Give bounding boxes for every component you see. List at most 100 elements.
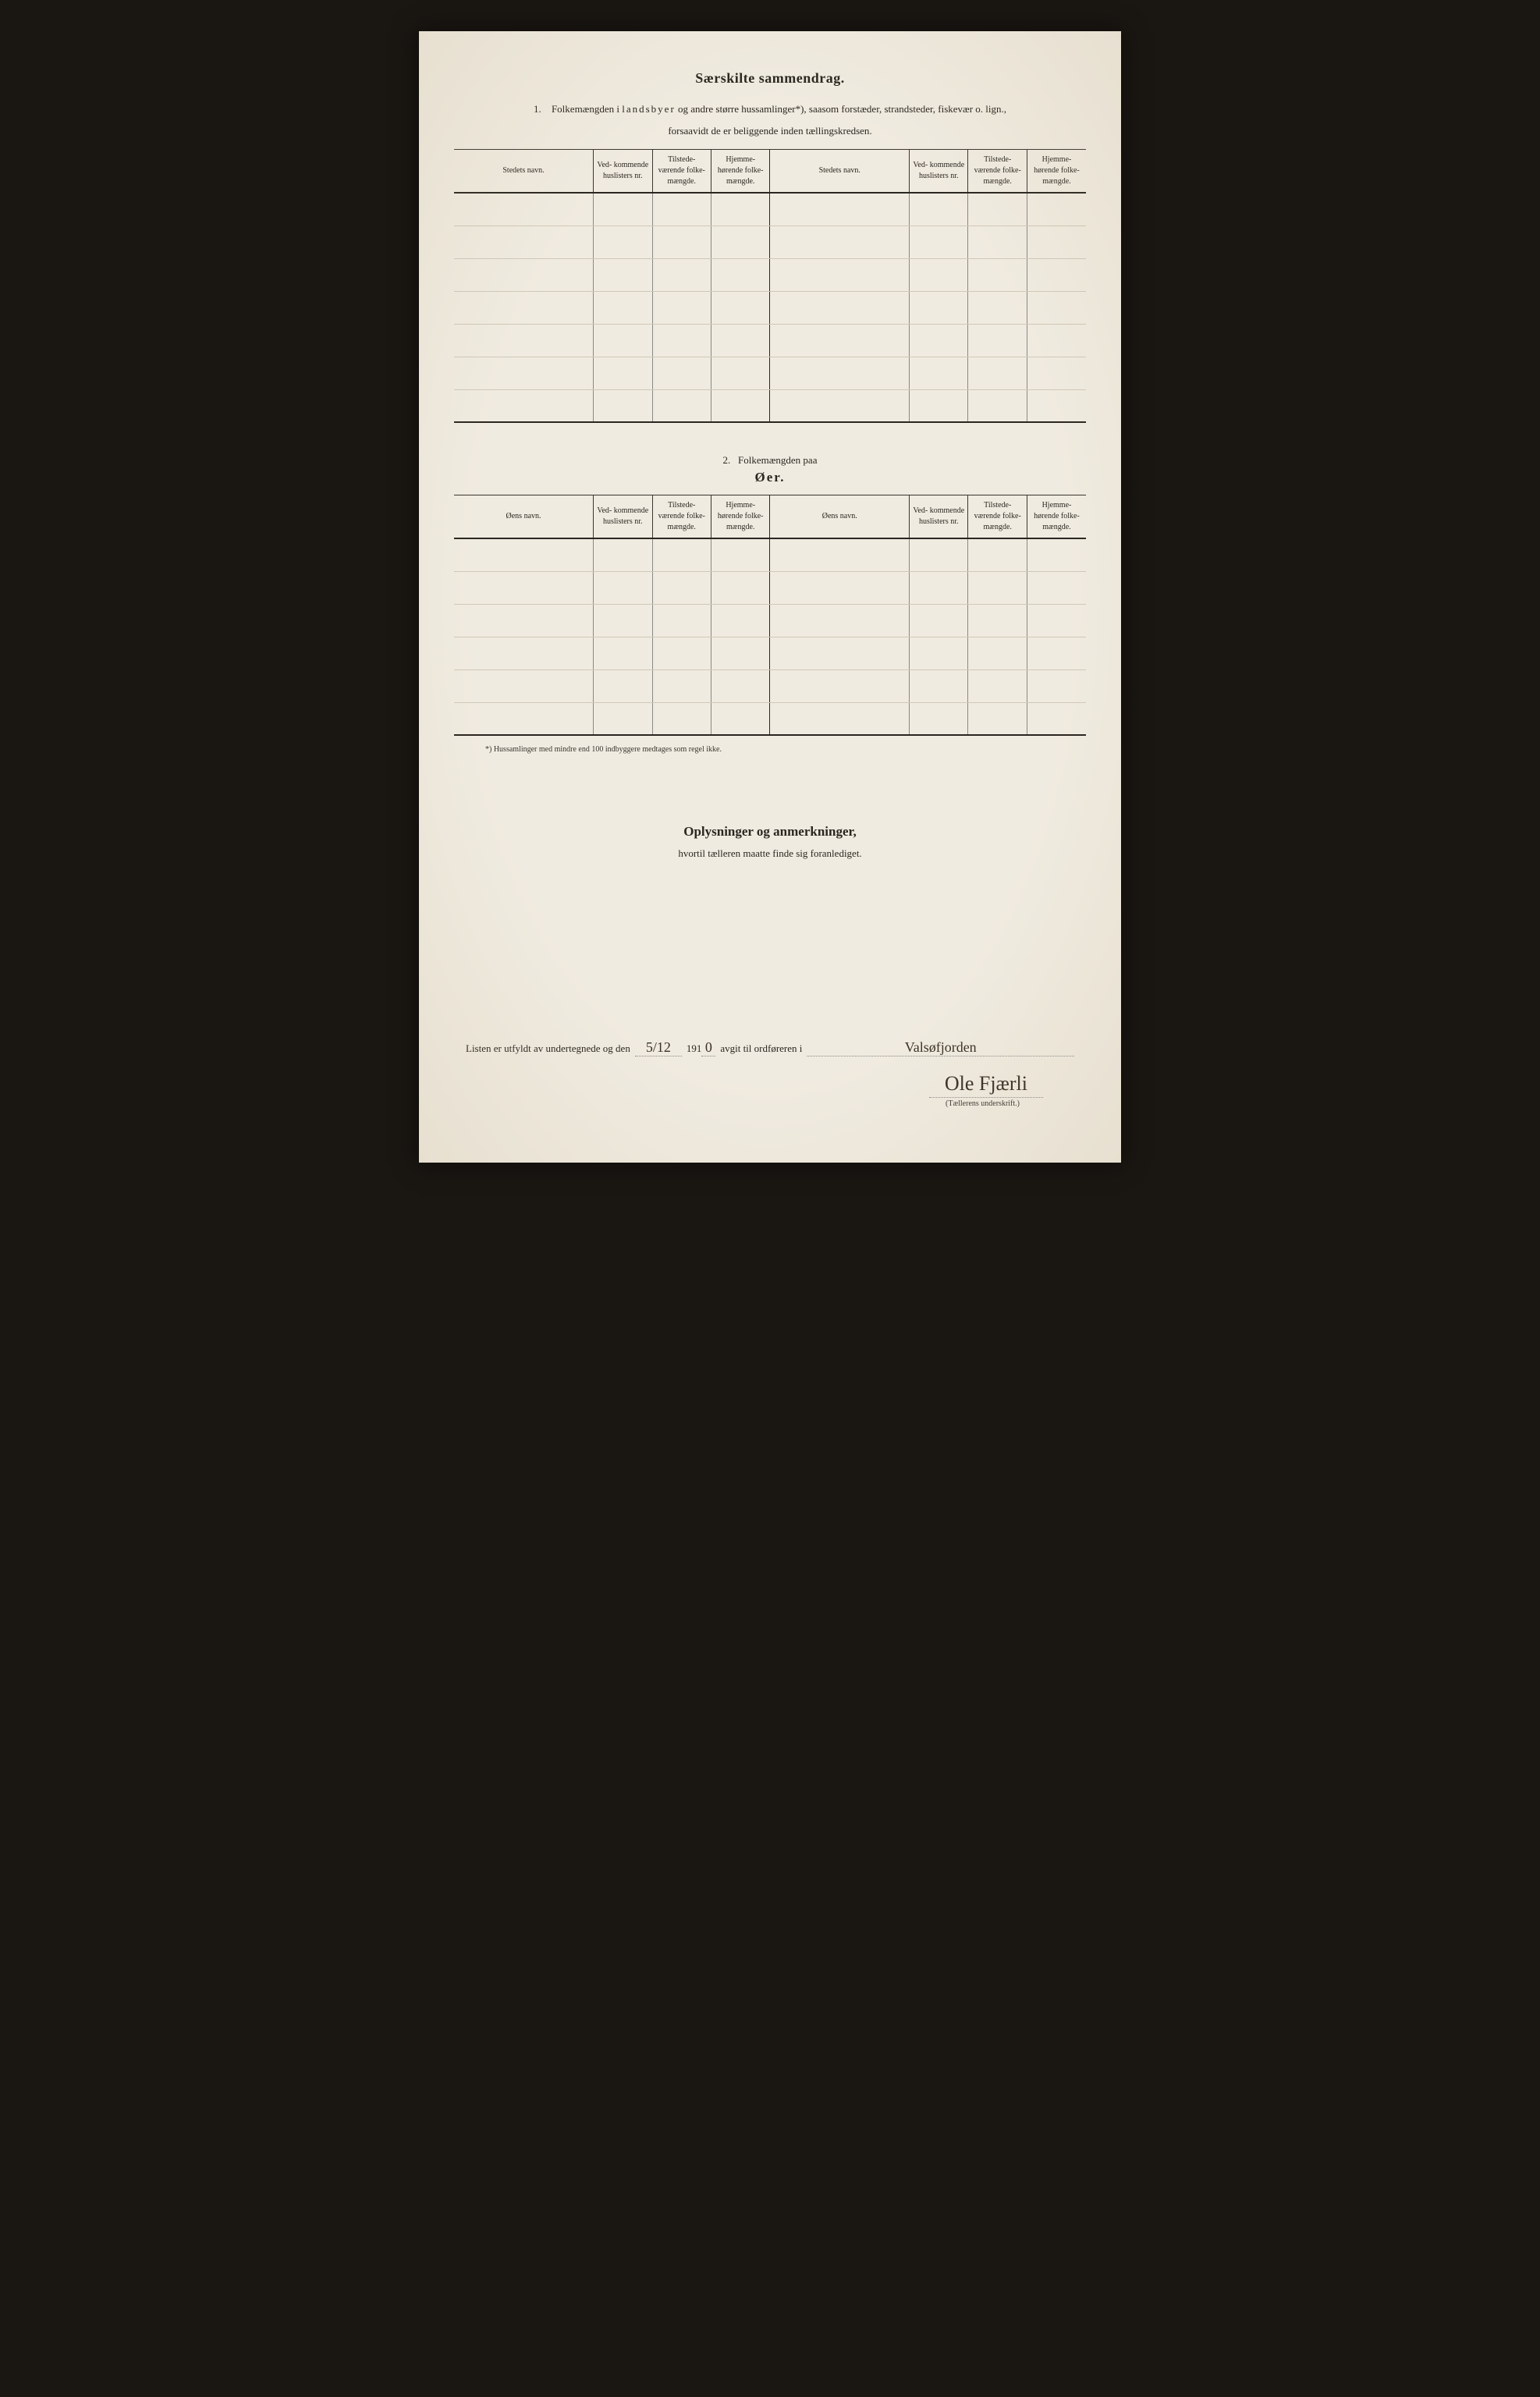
section-1-title: Særskilte sammendrag.: [454, 70, 1086, 87]
table-cell: [910, 669, 968, 702]
table-cell: [454, 225, 594, 258]
col-header: Hjemme- hørende folke- mængde.: [1027, 495, 1086, 539]
table-cell: [652, 538, 711, 571]
table-cell: [454, 291, 594, 324]
table-row: [454, 258, 1086, 291]
table-cell: [1027, 702, 1086, 735]
table-row: [454, 702, 1086, 735]
sig-place: Valsøfjorden: [807, 1039, 1074, 1056]
table-cell: [454, 702, 594, 735]
table-row: [454, 193, 1086, 225]
subtitle-text-a: Folkemængden i: [552, 103, 622, 115]
table-cell: [1027, 225, 1086, 258]
table-cell: [652, 604, 711, 637]
table-cell: [594, 571, 652, 604]
table-cell: [594, 538, 652, 571]
table-cell: [594, 389, 652, 422]
table-cell: [454, 357, 594, 389]
table-row: [454, 604, 1086, 637]
table-cell: [770, 324, 910, 357]
sig-text-a: Listen er utfyldt av undertegnede og den: [466, 1042, 630, 1055]
table-cell: [454, 538, 594, 571]
table-cell: [652, 291, 711, 324]
section-2-prefix: 2. Folkemængden paa: [454, 454, 1086, 467]
table-cell: [910, 571, 968, 604]
table-cell: [594, 324, 652, 357]
table-cell: [910, 291, 968, 324]
table-cell: [652, 571, 711, 604]
table-cell: [711, 357, 769, 389]
table-cell: [1027, 604, 1086, 637]
signature-name-area: Ole Fjærli: [466, 1072, 1074, 1098]
table-cell: [910, 225, 968, 258]
table-cell: [968, 604, 1027, 637]
table-cell: [454, 637, 594, 669]
table-cell: [454, 389, 594, 422]
col-header: Stedets navn.: [454, 150, 594, 194]
table-row: [454, 669, 1086, 702]
table-cell: [770, 702, 910, 735]
table-cell: [594, 637, 652, 669]
subtitle-text-b: og andre større hussamlinger*), saasom f…: [676, 103, 1006, 115]
table-cell: [652, 389, 711, 422]
section-1-number: 1.: [534, 103, 541, 115]
table-cell: [1027, 389, 1086, 422]
table-cell: [770, 669, 910, 702]
table-cell: [652, 357, 711, 389]
table-cell: [711, 538, 769, 571]
table-cell: [770, 604, 910, 637]
table-cell: [711, 604, 769, 637]
table-cell: [968, 669, 1027, 702]
table-cell: [454, 604, 594, 637]
section-2-title: Øer.: [454, 470, 1086, 485]
sig-date: 5/12: [635, 1039, 682, 1056]
table-cell: [968, 538, 1027, 571]
table-cell: [454, 324, 594, 357]
table-cell: [594, 604, 652, 637]
subtitle-spaced: landsbyer: [622, 103, 676, 115]
table-cell: [1027, 538, 1086, 571]
table-cell: [910, 389, 968, 422]
col-header: Tilstede- værende folke- mængde.: [652, 150, 711, 194]
table-cell: [968, 225, 1027, 258]
table-cell: [594, 193, 652, 225]
col-header: Stedets navn.: [770, 150, 910, 194]
table-cell: [910, 357, 968, 389]
table-2-header-row: Øens navn. Ved- kommende huslisters nr. …: [454, 495, 1086, 539]
footnote: *) Hussamlinger med mindre end 100 indby…: [454, 745, 1086, 754]
table-cell: [910, 637, 968, 669]
table-cell: [711, 258, 769, 291]
table-cell: [770, 291, 910, 324]
col-header: Hjemme- hørende folke- mængde.: [711, 150, 769, 194]
table-2: Øens navn. Ved- kommende huslisters nr. …: [454, 495, 1086, 736]
table-cell: [594, 702, 652, 735]
section-3-title: Oplysninger og anmerkninger,: [454, 824, 1086, 840]
table-cell: [968, 193, 1027, 225]
col-header: Ved- kommende huslisters nr.: [594, 150, 652, 194]
section-1: Særskilte sammendrag. 1. Folkemængden i …: [454, 70, 1086, 423]
table-cell: [770, 225, 910, 258]
table-cell: [1027, 258, 1086, 291]
table-cell: [910, 324, 968, 357]
table-cell: [594, 225, 652, 258]
table-cell: [711, 669, 769, 702]
table-cell: [770, 258, 910, 291]
col-header: Ved- kommende huslisters nr.: [910, 150, 968, 194]
table-cell: [594, 291, 652, 324]
table-cell: [711, 225, 769, 258]
table-cell: [910, 538, 968, 571]
table-cell: [594, 258, 652, 291]
table-cell: [652, 324, 711, 357]
table-cell: [652, 637, 711, 669]
table-cell: [968, 258, 1027, 291]
col-header: Ved- kommende huslisters nr.: [594, 495, 652, 539]
table-cell: [652, 258, 711, 291]
table-cell: [968, 637, 1027, 669]
table-cell: [770, 389, 910, 422]
table-1-header-row: Stedets navn. Ved- kommende huslisters n…: [454, 150, 1086, 194]
table-row: [454, 291, 1086, 324]
table-cell: [711, 702, 769, 735]
section-2: 2. Folkemængden paa Øer. Øens navn. Ved-…: [454, 454, 1086, 754]
section-3-subtitle: hvortil tælleren maatte finde sig foranl…: [454, 847, 1086, 860]
col-header: Tilstede- værende folke- mængde.: [968, 150, 1027, 194]
